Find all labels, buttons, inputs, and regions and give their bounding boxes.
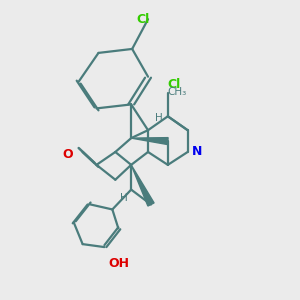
Text: Cl: Cl — [136, 13, 150, 26]
Polygon shape — [131, 138, 168, 145]
Text: N: N — [192, 146, 202, 158]
Text: O: O — [62, 148, 73, 161]
Polygon shape — [131, 165, 154, 206]
Text: CH₃: CH₃ — [168, 87, 187, 97]
Text: H: H — [121, 193, 128, 202]
Text: OH: OH — [108, 257, 129, 270]
Text: H: H — [155, 113, 163, 123]
Text: Cl: Cl — [168, 78, 181, 91]
